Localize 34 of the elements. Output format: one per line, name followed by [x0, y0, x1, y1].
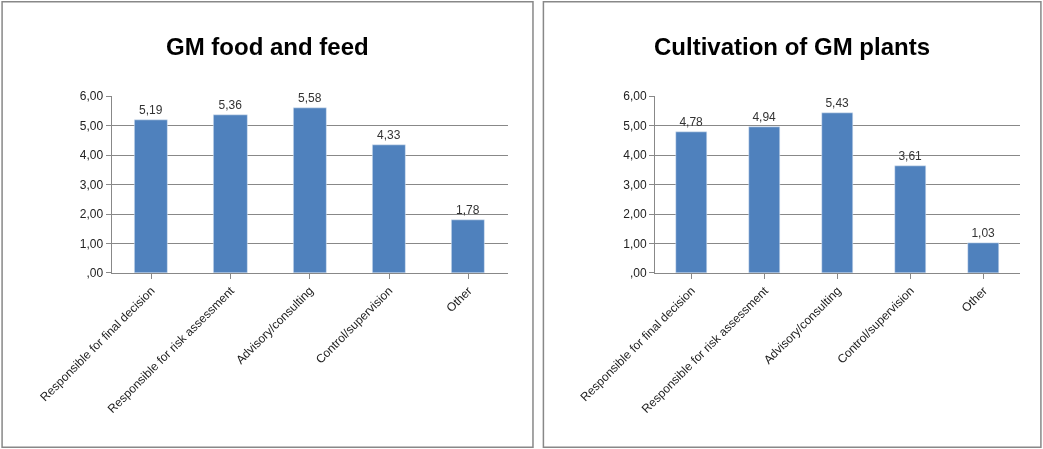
y-tick-label: 4,00 — [79, 148, 104, 163]
bar — [894, 165, 926, 273]
chart-title: Cultivation of GM plants — [654, 33, 930, 60]
y-tick-label: 3,00 — [79, 177, 104, 192]
data-label: 1,03 — [971, 225, 996, 240]
bar — [748, 126, 780, 273]
data-label: 5,58 — [298, 90, 322, 105]
y-tick-label: 5,00 — [79, 118, 104, 133]
data-label: 5,19 — [139, 102, 163, 117]
y-tick-label: ,00 — [629, 266, 647, 281]
y-tick-label: 1,00 — [623, 236, 647, 251]
bar — [451, 219, 485, 273]
y-tick-label: 2,00 — [623, 207, 647, 222]
chart-title: GM food and feed — [166, 33, 369, 60]
bar — [293, 107, 327, 273]
y-tick-label: 1,00 — [79, 236, 104, 251]
y-tick-label: ,00 — [86, 266, 104, 281]
data-label: 1,78 — [456, 202, 480, 217]
data-label: 4,94 — [752, 109, 777, 124]
data-label: 4,33 — [377, 127, 401, 142]
y-tick-label: 6,00 — [623, 89, 647, 104]
y-tick-label: 3,00 — [623, 177, 647, 192]
data-label: 5,43 — [825, 95, 850, 110]
data-label: 5,36 — [218, 97, 243, 112]
bar — [213, 114, 248, 273]
y-tick-label: 2,00 — [79, 207, 104, 222]
bar — [967, 242, 999, 273]
y-tick-label: 5,00 — [623, 118, 647, 133]
bar — [821, 112, 853, 273]
bar — [372, 144, 406, 273]
bar — [134, 119, 168, 273]
bar — [675, 131, 707, 273]
y-tick-label: 6,00 — [79, 89, 104, 104]
y-tick-label: 4,00 — [623, 148, 647, 163]
